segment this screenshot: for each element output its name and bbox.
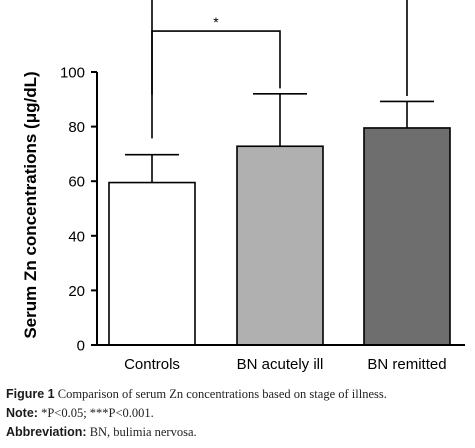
y-tick-label: 60 xyxy=(68,174,85,191)
y-tick-label: 80 xyxy=(68,119,85,136)
y-tick-label: 40 xyxy=(68,228,85,245)
note-label: Note: xyxy=(6,406,38,420)
y-tick-label: 0 xyxy=(77,338,85,355)
note-text: *P<0.05; ***P<0.001. xyxy=(37,406,154,420)
y-axis-label: Serum Zn concentrations (μg/dL) xyxy=(21,71,40,338)
figure-label: Figure 1 xyxy=(6,387,55,401)
significance-label: * xyxy=(213,14,219,30)
x-tick-label: BN remitted xyxy=(367,356,446,373)
bar xyxy=(363,127,451,346)
note-caption: Note: *P<0.05; ***P<0.001. xyxy=(6,405,471,421)
figure-caption: Figure 1 Comparison of serum Zn concentr… xyxy=(6,386,471,402)
abbreviation-label: Abbreviation: xyxy=(6,425,87,439)
significance-bracket xyxy=(151,0,408,97)
bar-chart: Serum Zn concentrations (μg/dL) 0 20 40 60 8… xyxy=(21,0,465,373)
x-tick-label: Controls xyxy=(124,356,180,373)
y-tick-label: 20 xyxy=(68,283,85,300)
y-tick-label: 100 xyxy=(60,65,85,82)
x-tick-label: BN acutely ill xyxy=(237,356,324,373)
abbreviation-caption: Abbreviation: BN, bulimia nervosa. xyxy=(6,424,471,440)
figure-caption-text: Comparison of serum Zn concentrations ba… xyxy=(54,387,387,401)
bar xyxy=(108,181,196,346)
bar xyxy=(236,145,324,346)
plot-area: 0 20 40 60 80 100 Controls BN acutely ill BN rem… xyxy=(60,0,465,373)
abbreviation-text: BN, bulimia nervosa. xyxy=(86,425,197,439)
significance-bracket xyxy=(151,30,281,139)
